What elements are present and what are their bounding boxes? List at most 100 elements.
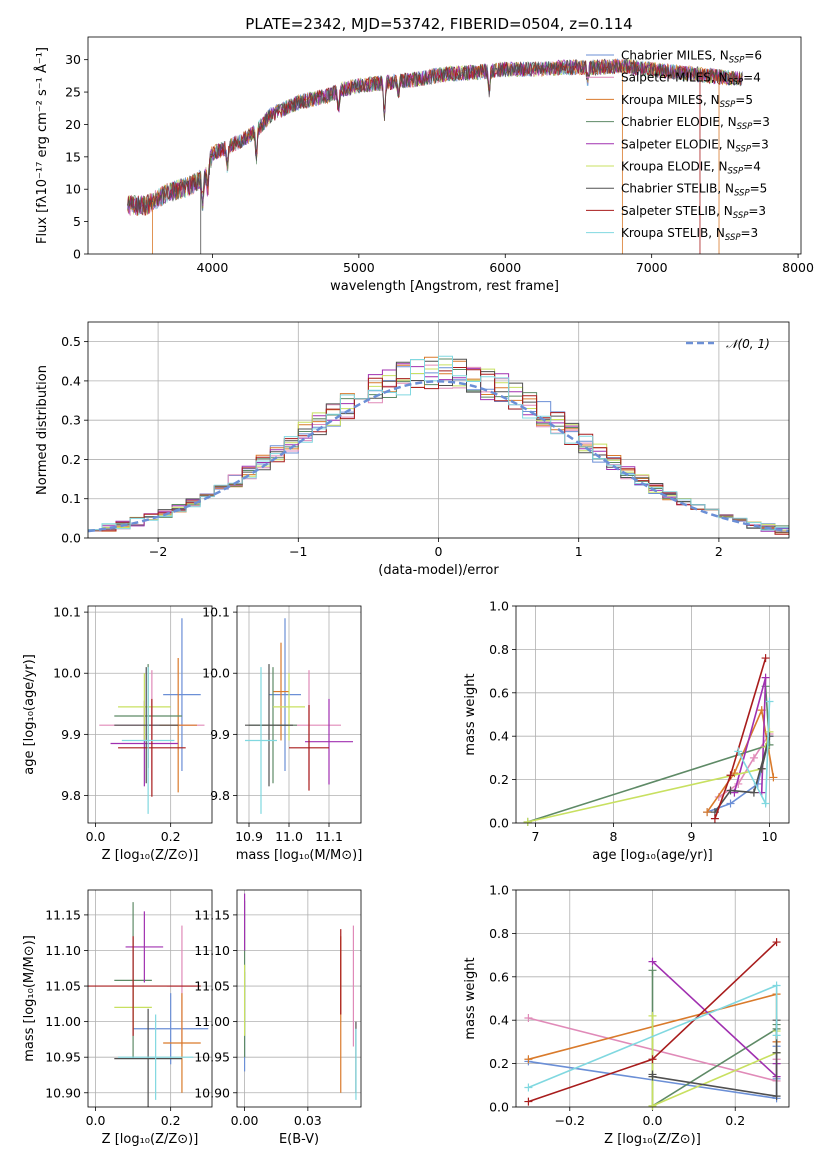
series-marker-5: [648, 1011, 657, 1020]
massweight-vs-Z-panel: −0.2 0.0 0.2 0.0 0.2 0.4 0.6 0.8 1.0 Z [log₁₀(Z/Z…: [463, 883, 790, 1147]
legend-label-6: Chabrier STELIB, NSSP=5: [621, 182, 767, 199]
series-marker-6: [765, 732, 774, 741]
y-tick-label: 11.15: [45, 907, 81, 922]
y-tick-label: 9.8: [210, 788, 230, 803]
x-axis-label: mass [log₁₀(M/M⊙)]: [236, 848, 363, 863]
series-marker-8: [765, 697, 774, 706]
series-marker-7: [524, 1097, 533, 1106]
series-marker-1: [524, 1014, 533, 1023]
y-tick-label: 11.10: [45, 943, 81, 958]
y-tick-label: 10.1: [202, 605, 230, 620]
age-vs-mass-panel: 10.9 11.0 11.1 9.8 9.9 10.0 10.1 mass [log₁₀(M/…: [202, 605, 362, 863]
x-axis-label: (data-model)/error: [378, 563, 499, 578]
residuals-panel: −2 −1 0 1 2 0.0 0.1 0.2 0.3 0.4 0.5 (data-model)/er…: [35, 321, 790, 578]
series-marker-2: [769, 773, 778, 782]
x-tick-label: 0.0: [86, 829, 106, 844]
mass-vs-Z-panel: 0.0 0.2 10.90 10.95 11.00 11.05 11.10 11.15 Z [l…: [22, 889, 213, 1147]
y-axis-label: age [log₁₀(age/yr)]: [22, 654, 37, 775]
y-tick-label: 0.6: [489, 685, 509, 700]
series-marker-6: [726, 786, 735, 795]
axes-frame: [87, 889, 213, 1108]
series-marker-8: [734, 747, 743, 756]
age-vs-Z-panel: 0.0 0.2 9.8 9.9 10.0 10.1 Z [log₁₀(Z/Z⊙)] age […: [22, 605, 213, 863]
x-tick-label: 0.00: [231, 1113, 259, 1128]
y-tick-label: 0.1: [61, 491, 81, 506]
series-marker-2: [524, 1055, 533, 1064]
x-tick-label: 8: [610, 829, 618, 844]
x-tick-label: 1: [575, 544, 583, 559]
y-tick-label: 1.0: [489, 883, 509, 898]
y-tick-label: 15: [65, 149, 81, 164]
spectrum-line-6: [127, 58, 743, 215]
x-tick-label: 5000: [343, 260, 375, 275]
y-tick-label: 20: [65, 117, 81, 132]
series-marker-7: [772, 938, 781, 947]
series-marker-8: [772, 1031, 781, 1040]
x-tick-label: 7000: [636, 260, 668, 275]
series-marker-7: [726, 771, 735, 780]
y-tick-label: 0.3: [61, 413, 81, 428]
x-tick-label: 4000: [197, 260, 229, 275]
y-axis-label: Flux [fλ10⁻¹⁷ erg cm⁻² s⁻¹ Å⁻¹]: [34, 47, 50, 244]
series-marker-6: [749, 788, 758, 797]
y-tick-label: 25: [65, 85, 81, 100]
series-marker-5: [523, 817, 532, 826]
y-tick-label: 9.9: [210, 727, 230, 742]
x-tick-label: 0.2: [161, 1113, 181, 1128]
y-tick-label: 11.15: [194, 907, 230, 922]
x-axis-label: age [log₁₀(age/yr)]: [592, 848, 713, 863]
legend-label-1: Salpeter MILES, NSSP=4: [621, 71, 761, 88]
y-tick-label: 11.00: [194, 1014, 230, 1029]
x-tick-label: 0.0: [86, 1113, 106, 1128]
x-tick-label: 7: [532, 829, 540, 844]
axes-frame: [236, 605, 362, 824]
series-marker-6: [772, 1048, 781, 1057]
series-marker-7: [761, 654, 770, 663]
y-tick-label: 30: [65, 52, 81, 67]
x-axis-label: wavelength [Angstrom, rest frame]: [330, 279, 559, 294]
x-tick-label: 0.2: [725, 1113, 745, 1128]
x-tick-label: 11.0: [275, 829, 303, 844]
y-tick-label: 10: [65, 182, 81, 197]
x-tick-label: 9: [688, 829, 696, 844]
y-tick-label: 11.05: [194, 979, 230, 994]
x-tick-label: −0.2: [555, 1113, 585, 1128]
y-tick-label: 0.2: [489, 772, 509, 787]
x-tick-label: 10.9: [235, 829, 263, 844]
series-marker-4: [648, 957, 657, 966]
series-marker-0: [726, 799, 735, 808]
y-tick-label: 11.05: [45, 979, 81, 994]
normal-curve: [87, 380, 790, 533]
x-tick-label: 0.03: [294, 1113, 322, 1128]
y-tick-label: 10.90: [194, 1085, 230, 1100]
x-tick-label: 2: [715, 544, 723, 559]
legend-label-8: Kroupa STELIB, NSSP=3: [621, 226, 758, 243]
x-axis-label: Z [log₁₀(Z/Z⊙)]: [604, 1132, 701, 1147]
y-tick-label: 0.0: [489, 1100, 509, 1115]
legend-label-7: Salpeter STELIB, NSSP=3: [621, 204, 766, 221]
y-tick-label: 10.90: [45, 1085, 81, 1100]
axes-frame: [515, 605, 790, 824]
legend-label-4: Salpeter ELODIE, NSSP=3: [621, 137, 769, 154]
y-tick-label: 0.4: [489, 1013, 509, 1028]
y-tick-label: 10.95: [45, 1050, 81, 1065]
y-tick-label: 10.0: [202, 666, 230, 681]
series-line-4: [651, 961, 778, 1079]
legend-label-3: Chabrier ELODIE, NSSP=3: [621, 115, 770, 132]
y-tick-label: 0.4: [61, 373, 81, 388]
y-tick-label: 0.5: [61, 334, 81, 349]
y-axis-label: mass weight: [463, 673, 478, 755]
x-axis-label: E(B-V): [279, 1132, 319, 1147]
y-tick-label: 0: [73, 247, 81, 262]
y-tick-label: 0.8: [489, 642, 509, 657]
series-marker-2: [703, 808, 712, 817]
series-marker-1: [749, 753, 758, 762]
y-tick-label: 10.0: [53, 666, 81, 681]
x-tick-label: 0.0: [643, 1113, 663, 1128]
x-tick-label: −2: [149, 544, 167, 559]
series-marker-4: [761, 673, 770, 682]
y-tick-label: 0.8: [489, 926, 509, 941]
y-tick-label: 0.0: [61, 531, 81, 546]
x-tick-label: 11.1: [315, 829, 343, 844]
